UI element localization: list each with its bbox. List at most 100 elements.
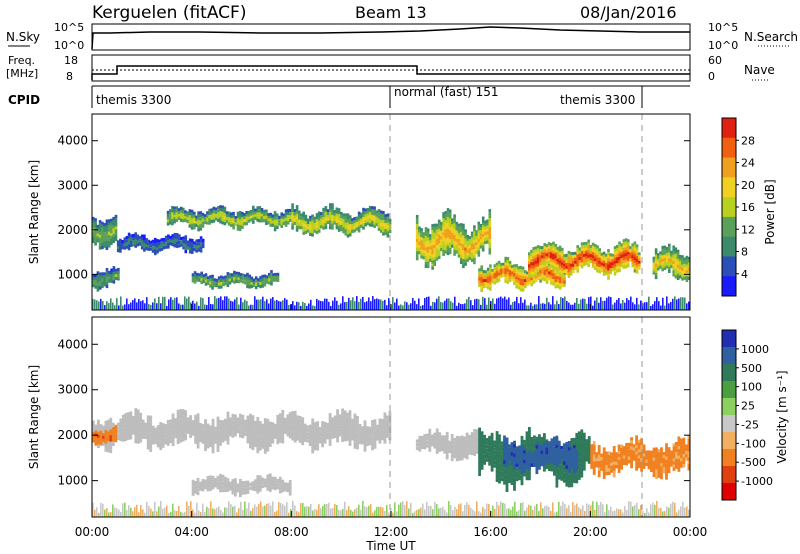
velocity-cell xyxy=(226,414,230,419)
power-cell xyxy=(624,250,628,254)
velocity-cell xyxy=(204,479,207,483)
power-noise-cell xyxy=(666,296,668,310)
power-cell xyxy=(618,266,621,270)
power-cell xyxy=(103,226,106,230)
power-cell xyxy=(541,271,544,275)
power-cell xyxy=(224,282,227,286)
velocity-cell xyxy=(348,423,352,427)
power-cell xyxy=(107,225,111,229)
velocity-cell xyxy=(186,424,190,428)
velocity-cell xyxy=(139,432,143,436)
velocity-cell xyxy=(271,431,275,435)
velocity-cell xyxy=(149,422,153,426)
power-cell xyxy=(143,248,146,252)
velocity-cell xyxy=(281,416,285,421)
power-cell xyxy=(446,211,450,215)
power-cell xyxy=(502,271,505,275)
power-cell xyxy=(293,221,297,225)
velocity-cell xyxy=(303,438,307,442)
power-cell xyxy=(473,237,476,241)
velocity-cell xyxy=(171,432,175,437)
velocity-cell xyxy=(520,470,524,475)
velocity-cell xyxy=(251,430,255,435)
power-cell xyxy=(329,223,332,227)
velocity-cell xyxy=(580,442,584,446)
power-cell xyxy=(627,245,630,249)
velocity-cell xyxy=(216,479,220,483)
power-cell xyxy=(123,240,127,244)
power-cell xyxy=(663,254,667,258)
power-cell xyxy=(431,266,434,270)
velocity-cell xyxy=(209,440,212,445)
velocity-cell xyxy=(246,433,250,438)
velocity-cell xyxy=(194,490,197,494)
velocity-cell xyxy=(161,432,165,436)
velocity-cell xyxy=(258,481,262,486)
power-cell xyxy=(475,230,478,234)
power-noise-cell xyxy=(278,301,280,310)
power-cell xyxy=(541,277,544,281)
power-cell xyxy=(130,243,133,247)
power-cell xyxy=(351,227,354,231)
velocity-cell xyxy=(201,433,205,438)
power-cell xyxy=(587,245,590,249)
velocity-cell xyxy=(508,457,511,461)
velocity-cell xyxy=(540,462,544,467)
power-cell xyxy=(554,279,558,283)
velocity-cell xyxy=(196,481,200,485)
velocity-cell xyxy=(114,428,118,433)
power-cell xyxy=(569,260,573,264)
velocity-cell xyxy=(109,427,113,431)
power-noise-cell xyxy=(150,304,152,310)
velocity-cell xyxy=(592,444,596,448)
power-cell xyxy=(168,221,172,225)
power-cell xyxy=(453,246,456,250)
velocity-cell xyxy=(204,425,207,429)
velocity-cell xyxy=(196,435,200,439)
velocity-cell xyxy=(567,466,571,470)
velocity-cell xyxy=(298,436,302,440)
velocity-cell xyxy=(630,440,633,444)
power-cell xyxy=(188,221,192,225)
power-cell xyxy=(574,251,577,255)
power-cell xyxy=(480,285,483,290)
power-cell xyxy=(446,228,450,232)
power-cell xyxy=(484,282,488,286)
power-cell xyxy=(561,253,564,257)
power-cell xyxy=(158,245,161,249)
velocity-cell xyxy=(288,415,292,419)
power-cell xyxy=(112,216,115,221)
power-cell xyxy=(241,211,244,216)
velocity-cell xyxy=(548,459,551,463)
power-cell xyxy=(635,253,639,257)
velocity-cell xyxy=(336,412,339,416)
power-noise-cell xyxy=(452,302,454,310)
velocity-cell xyxy=(144,422,148,426)
power-cell xyxy=(552,256,555,260)
velocity-cell xyxy=(525,452,529,456)
power-cell xyxy=(105,273,109,277)
power-cell xyxy=(364,214,367,218)
power-cell xyxy=(462,241,465,245)
velocity-cell xyxy=(597,464,601,468)
power-cell xyxy=(360,221,363,225)
velocity-cell xyxy=(570,438,574,442)
velocity-cell xyxy=(166,429,170,434)
velocity-cell xyxy=(114,432,118,436)
velocity-cell xyxy=(281,482,285,487)
power-cell xyxy=(304,224,308,228)
velocity-cell xyxy=(420,442,424,446)
power-cell xyxy=(587,263,590,268)
power-noise-cell xyxy=(274,300,276,310)
velocity-cell xyxy=(331,417,334,421)
power-cell xyxy=(676,270,680,274)
power-cell xyxy=(377,224,381,228)
power-cell xyxy=(506,268,510,272)
velocity-cell xyxy=(625,455,628,460)
power-noise-cell xyxy=(116,298,118,310)
power-cell xyxy=(108,279,111,283)
power-cell xyxy=(552,273,555,277)
power-cell xyxy=(631,243,634,247)
power-cell xyxy=(576,266,579,270)
velocity-cell xyxy=(363,448,367,452)
